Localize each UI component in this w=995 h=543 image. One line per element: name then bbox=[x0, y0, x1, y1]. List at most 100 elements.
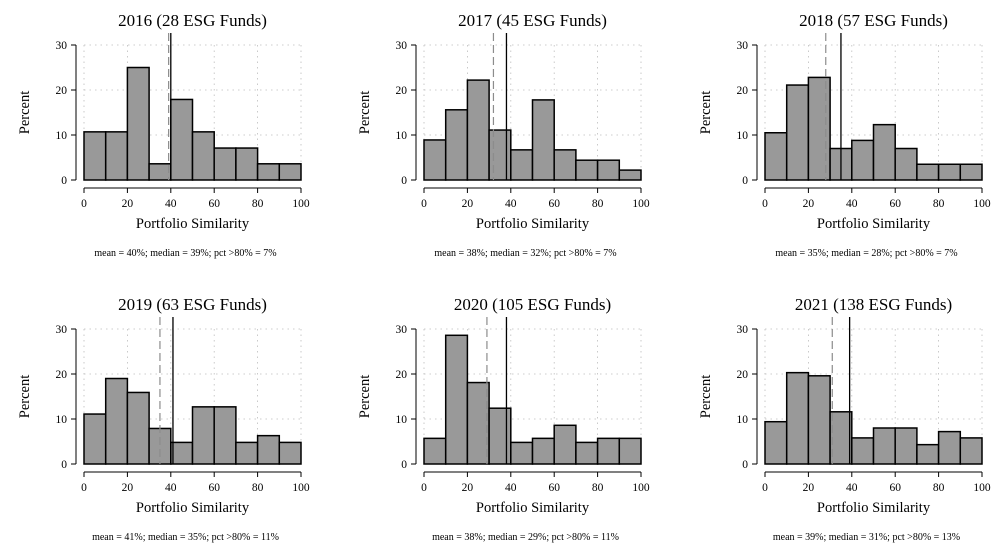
x-tick-label: 0 bbox=[421, 198, 427, 210]
histogram-bar bbox=[278, 163, 302, 181]
x-tick-label: 20 bbox=[462, 198, 474, 210]
panel-title: 2018 (57 ESG Funds) bbox=[799, 11, 948, 30]
y-tick-label: 30 bbox=[737, 40, 749, 52]
panel-title: 2017 (45 ESG Funds) bbox=[458, 11, 607, 30]
histogram-bar bbox=[916, 443, 940, 465]
histogram-bar bbox=[213, 147, 237, 181]
y-tick-label: 20 bbox=[737, 85, 749, 97]
x-tick-label: 20 bbox=[462, 482, 474, 494]
histogram-bar bbox=[894, 147, 918, 181]
y-tick-label: 10 bbox=[56, 130, 68, 142]
histogram-bar bbox=[894, 427, 918, 465]
histogram-bar bbox=[444, 109, 469, 181]
histogram-bar bbox=[764, 132, 788, 181]
x-axis-label: Portfolio Similarity bbox=[476, 500, 590, 516]
y-tick-label: 10 bbox=[737, 414, 749, 426]
histogram-bar bbox=[83, 413, 107, 465]
y-tick-label: 20 bbox=[396, 369, 408, 381]
y-tick-label: 10 bbox=[737, 130, 749, 142]
x-tick-label: 0 bbox=[762, 198, 768, 210]
histogram-bar bbox=[466, 79, 490, 181]
histogram-bar bbox=[872, 427, 896, 465]
x-tick-label: 40 bbox=[505, 482, 517, 494]
histogram-bar bbox=[235, 441, 259, 465]
y-tick-label: 30 bbox=[396, 324, 408, 336]
y-axis-label: Percent bbox=[357, 91, 373, 134]
histogram-bar bbox=[104, 131, 129, 181]
x-tick-label: 80 bbox=[592, 198, 604, 210]
x-axis-label: Portfolio Similarity bbox=[136, 500, 250, 516]
x-tick-label: 60 bbox=[208, 482, 220, 494]
x-tick-label: 80 bbox=[933, 482, 945, 494]
y-axis-label: Percent bbox=[357, 375, 373, 418]
y-tick-label: 0 bbox=[401, 175, 407, 187]
histogram-bar bbox=[235, 147, 259, 181]
histogram-bar bbox=[170, 98, 194, 181]
x-tick-label: 40 bbox=[505, 198, 517, 210]
histogram-bar bbox=[510, 149, 534, 181]
stats-note: mean = 40%; median = 39%; pct >80% = 7% bbox=[94, 248, 276, 259]
x-tick-label: 20 bbox=[122, 198, 134, 210]
histogram-bar bbox=[937, 163, 962, 181]
y-tick-label: 20 bbox=[737, 369, 749, 381]
x-tick-label: 20 bbox=[803, 198, 815, 210]
x-tick-label: 80 bbox=[592, 482, 604, 494]
y-tick-label: 20 bbox=[56, 369, 68, 381]
histogram-panel: 0 10 20 30 0 20 40 60 80 100 2018 (57 ESG Funds) Po… bbox=[698, 11, 991, 259]
x-tick-label: 20 bbox=[122, 482, 134, 494]
histogram-bar bbox=[256, 434, 281, 465]
x-tick-label: 60 bbox=[208, 198, 220, 210]
x-tick-label: 80 bbox=[252, 482, 264, 494]
histogram-bar bbox=[531, 437, 555, 465]
y-tick-label: 30 bbox=[396, 40, 408, 52]
y-tick-label: 10 bbox=[56, 414, 68, 426]
x-tick-label: 100 bbox=[973, 482, 991, 494]
histogram-panel: 0 10 20 30 0 20 40 60 80 100 2019 (63 ESG Funds) Po… bbox=[17, 295, 310, 543]
x-tick-label: 80 bbox=[252, 198, 264, 210]
y-tick-label: 0 bbox=[742, 459, 748, 471]
histogram-bar bbox=[937, 430, 962, 465]
histogram-bar bbox=[618, 169, 642, 181]
histogram-bar bbox=[126, 391, 150, 465]
histogram-bar bbox=[596, 437, 621, 465]
histogram-bar bbox=[191, 406, 215, 465]
histogram-bar bbox=[618, 437, 642, 465]
x-axis-label: Portfolio Similarity bbox=[817, 500, 931, 516]
panel-title: 2016 (28 ESG Funds) bbox=[118, 11, 267, 30]
x-tick-label: 60 bbox=[548, 198, 560, 210]
histogram-bar bbox=[126, 66, 150, 181]
histogram-bar bbox=[278, 441, 302, 465]
histogram-bar bbox=[959, 163, 983, 181]
histogram-bar bbox=[553, 149, 577, 181]
histogram-bar bbox=[807, 76, 831, 181]
x-tick-label: 60 bbox=[889, 482, 901, 494]
x-axis-label: Portfolio Similarity bbox=[817, 216, 931, 232]
x-tick-label: 80 bbox=[933, 198, 945, 210]
histogram-bar bbox=[872, 123, 896, 181]
x-tick-label: 100 bbox=[292, 198, 310, 210]
x-tick-label: 20 bbox=[803, 482, 815, 494]
histogram-bar bbox=[148, 163, 172, 181]
x-tick-label: 60 bbox=[889, 198, 901, 210]
histogram-bar bbox=[764, 420, 788, 465]
y-tick-label: 30 bbox=[56, 324, 68, 336]
y-tick-label: 20 bbox=[56, 85, 68, 97]
y-tick-label: 0 bbox=[742, 175, 748, 187]
x-tick-label: 100 bbox=[292, 482, 310, 494]
x-tick-label: 60 bbox=[548, 482, 560, 494]
histogram-bar bbox=[785, 84, 810, 181]
panel-title: 2021 (138 ESG Funds) bbox=[795, 295, 952, 314]
histogram-bar bbox=[510, 441, 534, 465]
histogram-bar bbox=[191, 131, 215, 181]
y-axis-label: Percent bbox=[17, 91, 33, 134]
histogram-panel: 0 10 20 30 0 20 40 60 80 100 2016 (28 ESG Funds) Po… bbox=[17, 11, 310, 259]
histogram-bar bbox=[423, 139, 447, 181]
histogram-bar bbox=[829, 411, 853, 465]
panel-title: 2019 (63 ESG Funds) bbox=[118, 295, 267, 314]
stats-note: mean = 35%; median = 28%; pct >80% = 7% bbox=[775, 248, 957, 259]
y-axis-label: Percent bbox=[17, 375, 33, 418]
x-tick-label: 100 bbox=[632, 198, 650, 210]
histogram-bar bbox=[256, 163, 281, 181]
stats-note: mean = 38%; median = 29%; pct >80% = 11% bbox=[432, 532, 619, 543]
y-axis-label: Percent bbox=[698, 375, 714, 418]
